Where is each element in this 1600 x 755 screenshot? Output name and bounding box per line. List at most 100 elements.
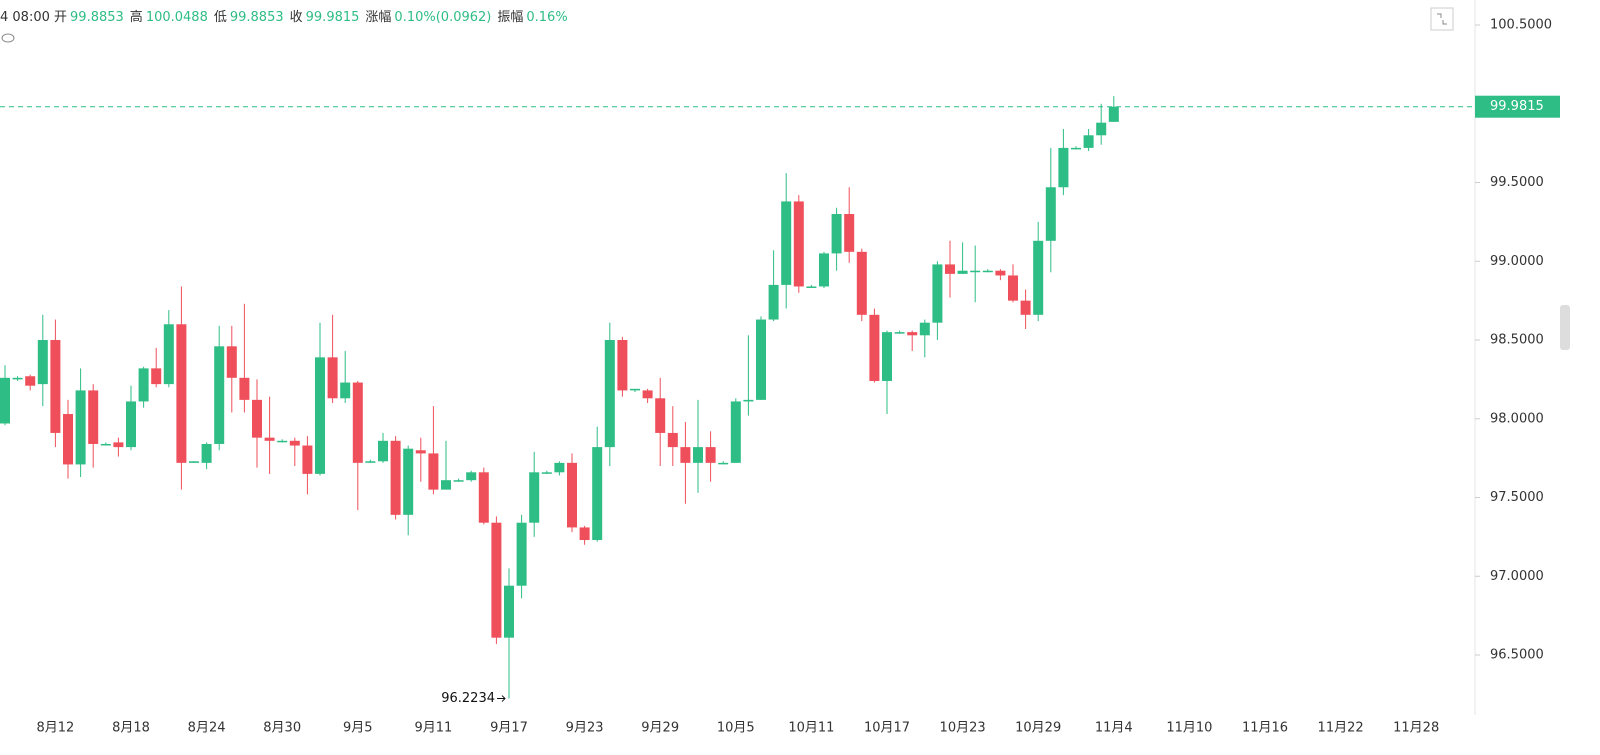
fullscreen-button[interactable]	[1430, 7, 1454, 31]
candle-body	[604, 340, 615, 448]
side-handle[interactable]	[1560, 305, 1570, 350]
last-price-box	[1475, 95, 1560, 118]
hide-icon[interactable]	[1, 33, 15, 43]
info-label: 开	[54, 10, 68, 25]
candle-body	[793, 201, 804, 287]
candle-body	[327, 357, 338, 399]
x-tick-label: 11月4	[1095, 721, 1133, 736]
x-tick-label: 9月29	[641, 721, 679, 736]
candle-body	[277, 440, 288, 443]
y-tick-label: 99.5000	[1490, 175, 1544, 190]
y-tick-label: 98.0000	[1490, 411, 1544, 426]
y-tick-label: 97.5000	[1490, 490, 1544, 505]
info-label: 收	[289, 10, 303, 25]
candle-body	[831, 214, 842, 254]
x-tick-label: 10月11	[788, 721, 834, 736]
candle-body	[516, 522, 527, 586]
y-tick-label: 97.0000	[1490, 569, 1544, 584]
ohlc-info: 4 08:00 开 99.8853 高 100.0488 低 99.8853 收 99.981…	[0, 6, 574, 25]
candle-body	[730, 401, 741, 463]
candle-body	[0, 377, 10, 424]
candle-body	[37, 340, 48, 385]
candle-body	[12, 377, 23, 380]
candle-body	[176, 324, 187, 463]
candle-body	[1108, 106, 1119, 122]
info-value: 99.8853	[229, 10, 284, 25]
candle-body	[667, 432, 678, 448]
x-tick-label: 9月17	[490, 721, 528, 736]
x-tick-label: 10月17	[864, 721, 910, 736]
candle-body	[264, 437, 275, 441]
x-tick-label: 8月30	[263, 721, 301, 736]
candle-body	[680, 447, 691, 463]
candle-body	[415, 450, 426, 454]
info-label: 涨幅	[365, 10, 392, 25]
candle-body	[1096, 122, 1107, 136]
info-label: 低	[213, 10, 227, 25]
candle-body	[655, 398, 666, 433]
candle-body	[693, 447, 703, 463]
y-tick-label: 100.5000	[1490, 18, 1552, 33]
candle-body	[138, 368, 149, 402]
candle-body	[718, 462, 729, 465]
x-tick-label: 9月11	[414, 721, 452, 736]
candle-body	[365, 461, 376, 463]
candle-body	[100, 443, 111, 446]
low-marker-label: 96.2234	[441, 691, 495, 706]
info-label: 振幅	[497, 10, 524, 25]
candle-body	[378, 440, 388, 462]
candle-body	[819, 253, 829, 287]
candle-body	[554, 462, 565, 473]
candle-body	[239, 377, 250, 400]
last-price-label: 99.9815	[1490, 99, 1544, 114]
candle-body	[1083, 135, 1094, 148]
candle-body	[340, 382, 351, 399]
candle-body	[529, 472, 540, 523]
x-tick-label: 11月10	[1166, 721, 1212, 736]
candle-body	[226, 346, 237, 378]
candle-body	[856, 251, 867, 315]
info-value: 100.0488	[145, 10, 208, 25]
candle-body	[844, 214, 855, 252]
candle-body	[617, 340, 628, 391]
candle-body	[466, 472, 477, 481]
candle-body	[1045, 187, 1056, 241]
info-value: 0.16%	[526, 10, 568, 25]
candle-body	[970, 270, 981, 273]
candle-body	[289, 440, 300, 446]
x-tick-label: 10月23	[940, 721, 986, 736]
low-marker-arrow	[497, 695, 506, 702]
x-tick-label: 8月18	[112, 721, 150, 736]
candle-body	[453, 480, 464, 482]
candle-body	[252, 399, 262, 438]
y-tick-label: 98.5000	[1490, 333, 1544, 348]
candle-body	[441, 480, 451, 490]
candle-body	[982, 270, 993, 273]
candle-body	[705, 447, 716, 463]
x-tick-label: 8月24	[188, 721, 226, 736]
candle-body	[478, 472, 489, 523]
candle-body	[756, 319, 766, 400]
time: 4 08:00	[0, 10, 50, 25]
candle-body	[630, 388, 640, 391]
candle-body	[806, 286, 817, 288]
candle-body	[504, 585, 514, 638]
candle-body	[1008, 275, 1018, 301]
candle-body	[579, 527, 590, 541]
candle-body	[869, 314, 880, 381]
candle-body	[428, 453, 439, 490]
candle-body	[1033, 240, 1044, 315]
info-value: 99.8853	[70, 10, 124, 25]
candle-body	[932, 264, 943, 323]
candle-body	[1020, 300, 1031, 315]
x-tick-label: 9月23	[566, 721, 604, 736]
candle-body	[894, 332, 905, 334]
candle-body	[907, 332, 918, 336]
candle-body	[214, 346, 225, 444]
candle-body	[945, 264, 955, 274]
x-tick-label: 8月12	[36, 721, 74, 736]
candle-body	[781, 201, 792, 285]
candle-body	[403, 448, 414, 515]
